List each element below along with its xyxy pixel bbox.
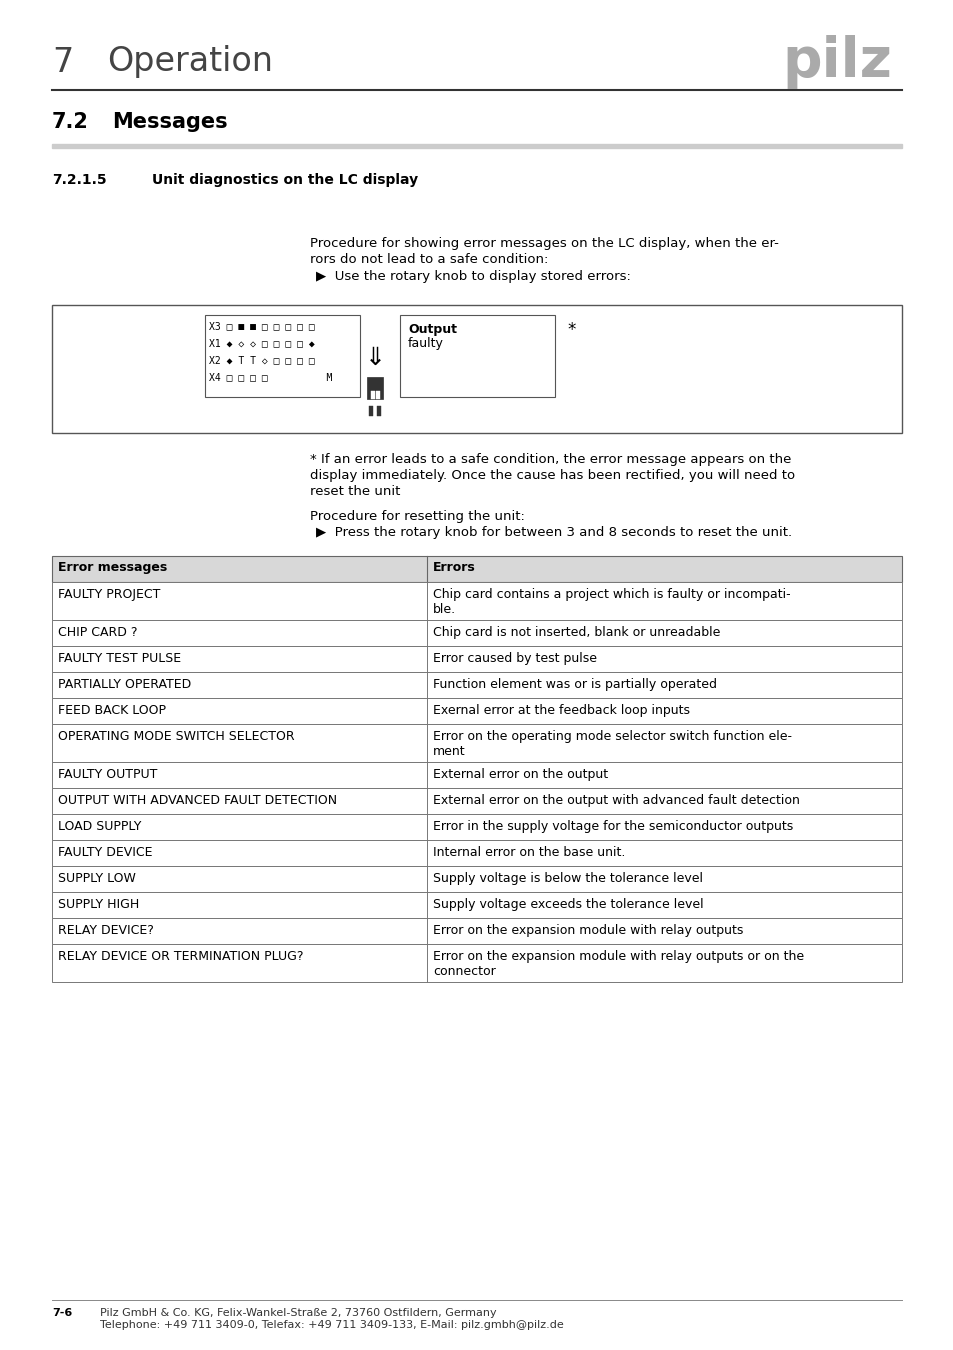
Text: Function element was or is partially operated: Function element was or is partially ope… (433, 678, 717, 691)
Text: 7.2.1.5: 7.2.1.5 (52, 173, 107, 188)
Text: PARTIALLY OPERATED: PARTIALLY OPERATED (58, 678, 191, 691)
Bar (52, 788, 901, 814)
Text: Telephone: +49 711 3409-0, Telefax: +49 711 3409-133, E-Mail: pilz.gmbh@pilz.de: Telephone: +49 711 3409-0, Telefax: +49 … (100, 1320, 563, 1330)
Bar (52, 582, 901, 620)
Text: Output: Output (408, 323, 456, 336)
Text: FAULTY OUTPUT: FAULTY OUTPUT (58, 768, 157, 782)
Text: FAULTY DEVICE: FAULTY DEVICE (58, 846, 152, 859)
Text: Error in the supply voltage for the semiconductor outputs: Error in the supply voltage for the semi… (433, 819, 792, 833)
Text: FAULTY PROJECT: FAULTY PROJECT (58, 589, 160, 601)
Text: Error on the operating mode selector switch function ele-
ment: Error on the operating mode selector swi… (433, 730, 791, 757)
Text: Pilz GmbH & Co. KG, Felix-Wankel-Straße 2, 73760 Ostfildern, Germany: Pilz GmbH & Co. KG, Felix-Wankel-Straße … (100, 1308, 497, 1318)
Text: Supply voltage is below the tolerance level: Supply voltage is below the tolerance le… (433, 872, 702, 886)
Text: Unit diagnostics on the LC display: Unit diagnostics on the LC display (152, 173, 417, 188)
Text: Internal error on the base unit.: Internal error on the base unit. (433, 846, 625, 859)
Bar (371, 392, 375, 400)
Text: FAULTY TEST PULSE: FAULTY TEST PULSE (58, 652, 181, 666)
Text: Chip card is not inserted, blank or unreadable: Chip card is not inserted, blank or unre… (433, 626, 720, 639)
Text: RELAY DEVICE OR TERMINATION PLUG?: RELAY DEVICE OR TERMINATION PLUG? (58, 950, 303, 963)
Bar (369, 406, 373, 416)
Text: Error on the expansion module with relay outputs or on the
connector: Error on the expansion module with relay… (433, 950, 803, 977)
Bar (52, 556, 901, 582)
Text: ▶  Use the rotary knob to display stored errors:: ▶ Use the rotary knob to display stored … (315, 270, 630, 284)
Text: Messages: Messages (112, 112, 228, 132)
Text: ⇓: ⇓ (364, 346, 385, 370)
Bar (52, 761, 901, 788)
Bar (375, 392, 379, 400)
Bar (52, 724, 901, 761)
Text: 7: 7 (52, 46, 73, 78)
Text: Chip card contains a project which is faulty or incompati-
ble.: Chip card contains a project which is fa… (433, 589, 790, 616)
Text: * If an error leads to a safe condition, the error message appears on the: * If an error leads to a safe condition,… (310, 454, 791, 466)
Text: Error messages: Error messages (58, 562, 167, 574)
Text: *: * (566, 321, 575, 339)
Bar (399, 315, 555, 397)
Text: OUTPUT WITH ADVANCED FAULT DETECTION: OUTPUT WITH ADVANCED FAULT DETECTION (58, 794, 336, 807)
Bar (52, 305, 901, 433)
Text: Error caused by test pulse: Error caused by test pulse (433, 652, 597, 666)
Bar (52, 620, 901, 647)
Text: RELAY DEVICE?: RELAY DEVICE? (58, 923, 153, 937)
Text: Procedure for showing error messages on the LC display, when the er-: Procedure for showing error messages on … (310, 238, 778, 250)
Text: faulty: faulty (408, 338, 443, 350)
Text: pilz: pilz (781, 35, 891, 89)
Text: FEED BACK LOOP: FEED BACK LOOP (58, 703, 166, 717)
Text: ▶  Press the rotary knob for between 3 and 8 seconds to reset the unit.: ▶ Press the rotary knob for between 3 an… (315, 526, 791, 539)
Text: LOAD SUPPLY: LOAD SUPPLY (58, 819, 141, 833)
Text: Error on the expansion module with relay outputs: Error on the expansion module with relay… (433, 923, 742, 937)
Bar (205, 315, 359, 397)
Text: Exernal error at the feedback loop inputs: Exernal error at the feedback loop input… (433, 703, 689, 717)
Bar (52, 672, 901, 698)
Bar (52, 647, 901, 672)
Text: X2 ◆ T T ◇ □ □ □ □: X2 ◆ T T ◇ □ □ □ □ (209, 355, 314, 364)
Bar (52, 892, 901, 918)
Bar (52, 814, 901, 840)
Text: Procedure for resetting the unit:: Procedure for resetting the unit: (310, 510, 524, 522)
Text: X1 ◆ ◇ ◇ □ □ □ □ ◆: X1 ◆ ◇ ◇ □ □ □ □ ◆ (209, 338, 314, 348)
Text: display immediately. Once the cause has been rectified, you will need to: display immediately. Once the cause has … (310, 468, 794, 482)
Text: SUPPLY HIGH: SUPPLY HIGH (58, 898, 139, 911)
Text: 7.2: 7.2 (52, 112, 89, 132)
Bar (367, 377, 382, 400)
Text: OPERATING MODE SWITCH SELECTOR: OPERATING MODE SWITCH SELECTOR (58, 730, 294, 742)
Text: 7-6: 7-6 (52, 1308, 72, 1318)
Text: CHIP CARD ?: CHIP CARD ? (58, 626, 137, 639)
Bar (52, 698, 901, 724)
Bar (52, 865, 901, 892)
Text: Operation: Operation (107, 46, 273, 78)
Text: reset the unit: reset the unit (310, 485, 400, 498)
Text: X4 □ □ □ □          M: X4 □ □ □ □ M (209, 373, 332, 382)
Bar (52, 944, 901, 981)
Text: Errors: Errors (433, 562, 476, 574)
Text: External error on the output with advanced fault detection: External error on the output with advanc… (433, 794, 799, 807)
Bar (52, 840, 901, 865)
Text: rors do not lead to a safe condition:: rors do not lead to a safe condition: (310, 252, 548, 266)
Text: External error on the output: External error on the output (433, 768, 607, 782)
Bar (52, 918, 901, 944)
Bar (52, 144, 901, 148)
Text: Supply voltage exceeds the tolerance level: Supply voltage exceeds the tolerance lev… (433, 898, 703, 911)
Bar (376, 406, 380, 416)
Text: X3 □ ■ ■ □ □ □ □ □: X3 □ ■ ■ □ □ □ □ □ (209, 321, 314, 331)
Text: SUPPLY LOW: SUPPLY LOW (58, 872, 135, 886)
